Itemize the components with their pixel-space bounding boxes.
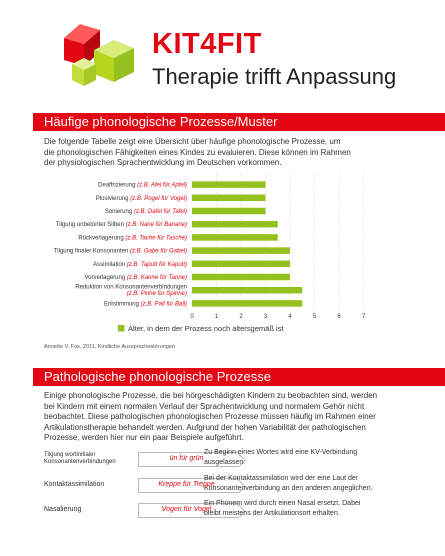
category-example: (z.B. Tache für Tasche) (125, 235, 187, 241)
intro-line: die phonologischen Fähigkeiten eines Kin… (44, 147, 351, 157)
x-tick-label: 1 (215, 314, 219, 320)
process-desc-line: Bei der Kontaktassimilation wird der ein… (204, 475, 359, 482)
process-desc-line: ausgelassen. (204, 458, 246, 466)
category-label: Assimilation (z.B. Taputt für Kaputt) (93, 262, 187, 268)
process-name-line: Kontaktassimilation (44, 481, 105, 488)
x-tick-label: 7 (362, 314, 366, 320)
process-example: Vogen für Vogel (161, 506, 212, 513)
category-name: Entstimmung (104, 301, 141, 307)
bar (192, 273, 290, 281)
kit4fit-logo (64, 24, 134, 86)
bar (192, 234, 278, 241)
process-name: Tilgung wortinitialer Konsonantenverbind… (44, 452, 136, 466)
process-desc-line: Ein Phonem wird durch einen Nasal ersetz… (204, 500, 361, 507)
process-desc-line: Zu Beginn eines Wortes wird eine KV-Verb… (204, 449, 358, 456)
category-name: Sonierung (105, 209, 134, 215)
category-example: (z.B. Gabe für Gabel) (130, 249, 187, 255)
process-row: Nasalierung Vogen für Vogel Ein Phonem w… (44, 500, 424, 527)
category-name: Assimilation (93, 262, 127, 268)
process-name: Nasalierung (44, 506, 136, 513)
bar (192, 220, 278, 228)
category-name: Tilgung finaler Konsonanten (54, 249, 130, 255)
process-description: Ein Phonem wird durch einen Nasal ersetz… (204, 499, 424, 518)
category-label: Plosivierung (z.B. Pogel für Vogel) (96, 196, 187, 202)
bar (192, 286, 303, 294)
process-example-box: Kreppe für Treppe (138, 478, 239, 493)
x-tick-label: 6 (337, 314, 341, 320)
process-desc-line: Konsonantenverbindung an den anderen ang… (204, 484, 373, 492)
bar (192, 194, 266, 202)
category-label: Vorverlagerung (z.B. Kanne für Tanne) (84, 275, 187, 281)
x-tick-label: 0 (190, 314, 194, 320)
app-title: KIT4FIT (152, 28, 262, 60)
legend-label: Alter, in dem der Prozess noch altersgem… (128, 324, 284, 333)
section-heading-common-processes: Häufige phonologische Prozesse/Muster (33, 113, 445, 131)
bar (192, 300, 303, 307)
category-example: (z.B. Afel für Apfel) (137, 183, 187, 189)
app-subtitle: Therapie trifft Anpassung (152, 64, 397, 89)
category-name: Rückverlagerung (78, 235, 125, 241)
x-tick-label: 2 (239, 314, 243, 320)
category-name: Vorverlagerung (84, 275, 126, 281)
process-row: Kontaktassimilation Kreppe für Treppe Be… (44, 475, 424, 502)
category-label: Entstimmung (z.B. Pall für Ball) (104, 301, 187, 307)
bar (192, 207, 266, 215)
category-name: Tilgung unbetonter Silben (56, 222, 126, 228)
category-example: (z.B. Pogel für Vogel) (130, 196, 187, 202)
legend-swatch (118, 325, 125, 332)
intro-line: Prozesse, werden hier nur ein paar Beisp… (44, 433, 244, 442)
bar (192, 181, 266, 188)
process-row: Tilgung wortinitialer Konsonantenverbind… (44, 449, 424, 476)
section-heading-pathological-processes: Pathologische phonologische Prozesse (33, 368, 445, 386)
category-example: (z.B. Dafel für Tafel) (134, 209, 187, 215)
intro-line: Einige phonologische Prozesse, die bei h… (44, 391, 378, 400)
category-example: (z.B. Pall für Ball) (141, 301, 187, 307)
process-name-line: Tilgung wortinitialer (44, 452, 96, 458)
section2-intro: Einige phonologische Prozesse, die bei h… (44, 391, 424, 444)
intro-line: bei Kindern mit einem normalen Verlauf d… (44, 401, 365, 411)
x-tick-label: 5 (313, 314, 317, 320)
intro-line: Die folgende Tabelle zeigt eine Übersich… (44, 137, 341, 146)
category-example: (z.B. Kanne für Tanne) (127, 275, 187, 281)
process-name-line: Nasalierung (44, 506, 82, 513)
x-tick-label: 3 (264, 314, 268, 320)
category-label: Reduktion von Konsonantenverbindungen (75, 285, 187, 291)
bar (192, 247, 290, 254)
category-name: Deaffrizierung (98, 183, 137, 189)
x-tick-label: 4 (288, 314, 292, 320)
process-example: Kreppe für Treppe (158, 481, 215, 488)
process-description: Bei der Kontaktassimilation wird der ein… (204, 474, 424, 493)
category-example: (z.B. Nane für Banane) (126, 222, 187, 228)
process-name: Kontaktassimilation (44, 481, 136, 488)
section1-intro: Die folgende Tabelle zeigt eine Übersich… (44, 137, 404, 169)
category-label: Sonierung (z.B. Dafel für Tafel) (105, 209, 187, 215)
process-desc-line: bleibt meistens der Artikulationsort erh… (204, 509, 340, 517)
intro-line: Artikulationstherapie behandelt werden. … (44, 422, 366, 432)
category-label: Rückverlagerung (z.B. Tache für Tasche) (78, 235, 187, 241)
source-citation: Annette V. Fox, 2011, Kindliche Aussprac… (44, 344, 175, 350)
bar (192, 260, 290, 268)
category-name: Plosivierung (96, 196, 130, 202)
intro-line: beobachtet. Diese pathologischen phonolo… (44, 412, 376, 421)
intro-line: der physiologischen Sprachentwicklung im… (44, 158, 282, 167)
process-description: Zu Beginn eines Wortes wird eine KV-Verb… (204, 448, 424, 467)
category-label: Deaffrizierung (z.B. Afel für Apfel) (98, 183, 187, 189)
category-label: Tilgung finaler Konsonanten (z.B. Gabe f… (54, 249, 187, 255)
process-example: ün für grün (169, 455, 204, 462)
process-example-box: ün für grün (138, 452, 239, 467)
category-example: (z.B. Taputt für Kaputt) (127, 262, 187, 268)
category-label: Tilgung unbetonter Silben (z.B. Nane für… (56, 222, 187, 228)
process-name-line: Konsonantenverbindungen (44, 459, 116, 465)
process-example-box: Vogen für Vogel (138, 503, 239, 518)
category-example: (z.B. Pinne für Spinne) (127, 291, 187, 297)
